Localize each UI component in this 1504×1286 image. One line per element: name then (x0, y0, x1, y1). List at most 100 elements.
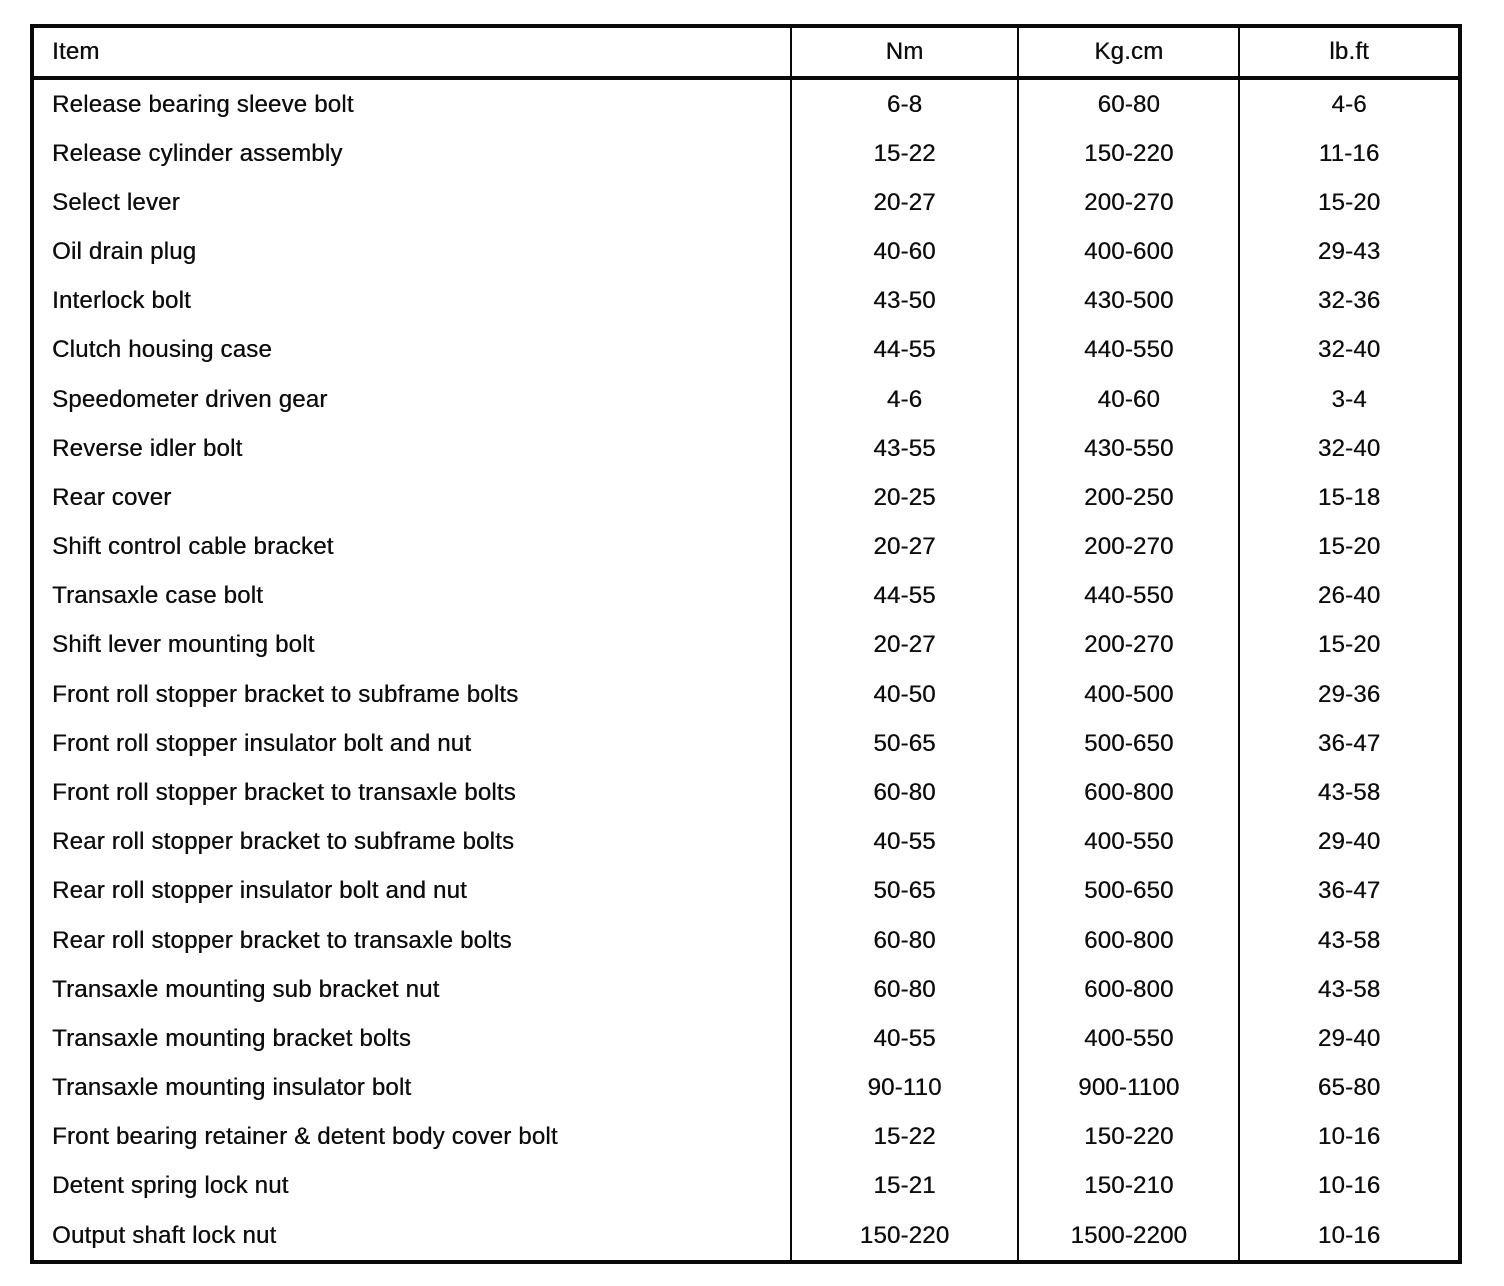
lbft-cell: 32-36 (1238, 276, 1458, 326)
lbft-cell: 36-47 (1238, 719, 1458, 769)
table-row: Transaxle mounting sub bracket nut 60-80… (34, 965, 1458, 1015)
nm-cell: 50-65 (789, 719, 1018, 769)
table-row: Transaxle mounting bracket bolts 40-55 4… (34, 1014, 1458, 1064)
kgcm-cell: 400-500 (1017, 670, 1238, 720)
nm-cell: 150-220 (789, 1210, 1018, 1261)
kgcm-cell: 500-650 (1017, 866, 1238, 916)
kgcm-cell: 500-650 (1017, 719, 1238, 769)
nm-cell: 20-27 (789, 178, 1018, 228)
item-cell: Front roll stopper bracket to transaxle … (52, 778, 516, 806)
table-row: Oil drain plug 40-60 400-600 29-43 (34, 227, 1458, 277)
kgcm-cell: 40-60 (1017, 375, 1238, 425)
item-cell: Oil drain plug (52, 238, 197, 266)
nm-cell: 60-80 (789, 915, 1018, 966)
item-cell: Transaxle mounting insulator bolt (52, 1074, 412, 1102)
table-row: Clutch housing case 44-55 440-550 32-40 (34, 325, 1458, 376)
nm-cell: 44-55 (789, 571, 1018, 621)
item-cell: Reverse idler bolt (52, 434, 243, 462)
item-cell: Speedometer driven gear (52, 385, 328, 413)
nm-cell: 60-80 (789, 965, 1018, 1015)
lbft-cell: 10-16 (1238, 1161, 1458, 1211)
lbft-cell: 29-43 (1238, 227, 1458, 277)
item-cell: Detent spring lock nut (52, 1172, 289, 1200)
item-cell: Front roll stopper insulator bolt and nu… (52, 729, 472, 757)
nm-cell: 40-60 (789, 227, 1018, 277)
item-cell: Clutch housing case (52, 336, 272, 364)
item-cell: Front roll stopper bracket to subframe b… (52, 680, 519, 708)
table-row: Shift lever mounting bolt 20-27 200-270 … (34, 620, 1458, 671)
nm-cell: 40-50 (789, 670, 1018, 720)
nm-cell: 40-55 (789, 817, 1018, 867)
lbft-cell: 15-20 (1238, 522, 1458, 572)
table-row: Release cylinder assembly 15-22 150-220 … (34, 129, 1458, 179)
table-row: Front roll stopper bracket to subframe b… (34, 670, 1458, 720)
column-header-item: Item (52, 38, 100, 65)
lbft-cell: 43-58 (1238, 965, 1458, 1015)
nm-cell: 6-8 (789, 80, 1018, 130)
item-cell: Shift lever mounting bolt (52, 631, 315, 659)
lbft-cell: 15-20 (1238, 620, 1458, 671)
kgcm-cell: 60-80 (1017, 80, 1238, 130)
nm-cell: 4-6 (789, 375, 1018, 425)
nm-cell: 20-27 (789, 522, 1018, 572)
lbft-cell: 65-80 (1238, 1063, 1458, 1113)
table-row: Transaxle case bolt 44-55 440-550 26-40 (34, 571, 1458, 621)
nm-cell: 44-55 (789, 325, 1018, 376)
lbft-cell: 32-40 (1238, 325, 1458, 376)
kgcm-cell: 900-1100 (1017, 1063, 1238, 1113)
table-row: Output shaft lock nut 150-220 1500-2200 … (34, 1210, 1458, 1261)
kgcm-cell: 400-600 (1017, 227, 1238, 277)
item-cell: Rear roll stopper bracket to transaxle b… (52, 926, 512, 954)
item-cell: Release bearing sleeve bolt (52, 90, 354, 118)
item-cell: Output shaft lock nut (52, 1221, 277, 1249)
kgcm-cell: 400-550 (1017, 817, 1238, 867)
table-row: Front bearing retainer & detent body cov… (34, 1112, 1458, 1162)
lbft-cell: 29-40 (1238, 1014, 1458, 1064)
table-row: Release bearing sleeve bolt 6-8 60-80 4-… (34, 80, 1458, 130)
torque-spec-table: Item Nm Kg.cm lb.ft Release bearing slee… (30, 24, 1462, 1264)
lbft-cell: 10-16 (1238, 1112, 1458, 1162)
table-row: Rear cover 20-25 200-250 15-18 (34, 473, 1458, 523)
item-cell: Rear cover (52, 483, 172, 511)
nm-cell: 20-27 (789, 620, 1018, 671)
lbft-cell: 11-16 (1238, 129, 1458, 179)
item-cell: Rear roll stopper bracket to subframe bo… (52, 828, 515, 856)
kgcm-cell: 200-270 (1017, 620, 1238, 671)
item-cell: Shift control cable bracket (52, 533, 334, 561)
item-cell: Transaxle mounting sub bracket nut (52, 975, 440, 1003)
nm-cell: 43-50 (789, 276, 1018, 326)
table-row: Rear roll stopper bracket to subframe bo… (34, 817, 1458, 867)
kgcm-cell: 600-800 (1017, 768, 1238, 818)
lbft-cell: 32-40 (1238, 424, 1458, 474)
nm-cell: 43-55 (789, 424, 1018, 474)
kgcm-cell: 200-270 (1017, 522, 1238, 572)
table-row: Detent spring lock nut 15-21 150-210 10-… (34, 1161, 1458, 1211)
lbft-cell: 36-47 (1238, 866, 1458, 916)
lbft-cell: 43-58 (1238, 768, 1458, 818)
kgcm-cell: 430-500 (1017, 276, 1238, 326)
table-row: Front roll stopper bracket to transaxle … (34, 768, 1458, 818)
table-row: Shift control cable bracket 20-27 200-27… (34, 522, 1458, 572)
lbft-cell: 10-16 (1238, 1210, 1458, 1261)
nm-cell: 50-65 (789, 866, 1018, 916)
lbft-cell: 29-40 (1238, 817, 1458, 867)
nm-cell: 90-110 (789, 1063, 1018, 1113)
kgcm-cell: 200-250 (1017, 473, 1238, 523)
column-header-kgcm: Kg.cm (1017, 28, 1238, 76)
nm-cell: 15-22 (789, 129, 1018, 179)
item-cell: Release cylinder assembly (52, 139, 343, 167)
kgcm-cell: 440-550 (1017, 571, 1238, 621)
kgcm-cell: 150-220 (1017, 1112, 1238, 1162)
table-row: Rear roll stopper insulator bolt and nut… (34, 866, 1458, 916)
item-cell: Interlock bolt (52, 287, 191, 315)
kgcm-cell: 600-800 (1017, 965, 1238, 1015)
kgcm-cell: 430-550 (1017, 424, 1238, 474)
kgcm-cell: 440-550 (1017, 325, 1238, 376)
column-header-lbft: lb.ft (1238, 28, 1458, 76)
table-header-row: Item Nm Kg.cm lb.ft (34, 28, 1458, 80)
table-row: Speedometer driven gear 4-6 40-60 3-4 (34, 375, 1458, 425)
table-row: Reverse idler bolt 43-55 430-550 32-40 (34, 424, 1458, 474)
lbft-cell: 15-20 (1238, 178, 1458, 228)
nm-cell: 20-25 (789, 473, 1018, 523)
kgcm-cell: 150-210 (1017, 1161, 1238, 1211)
